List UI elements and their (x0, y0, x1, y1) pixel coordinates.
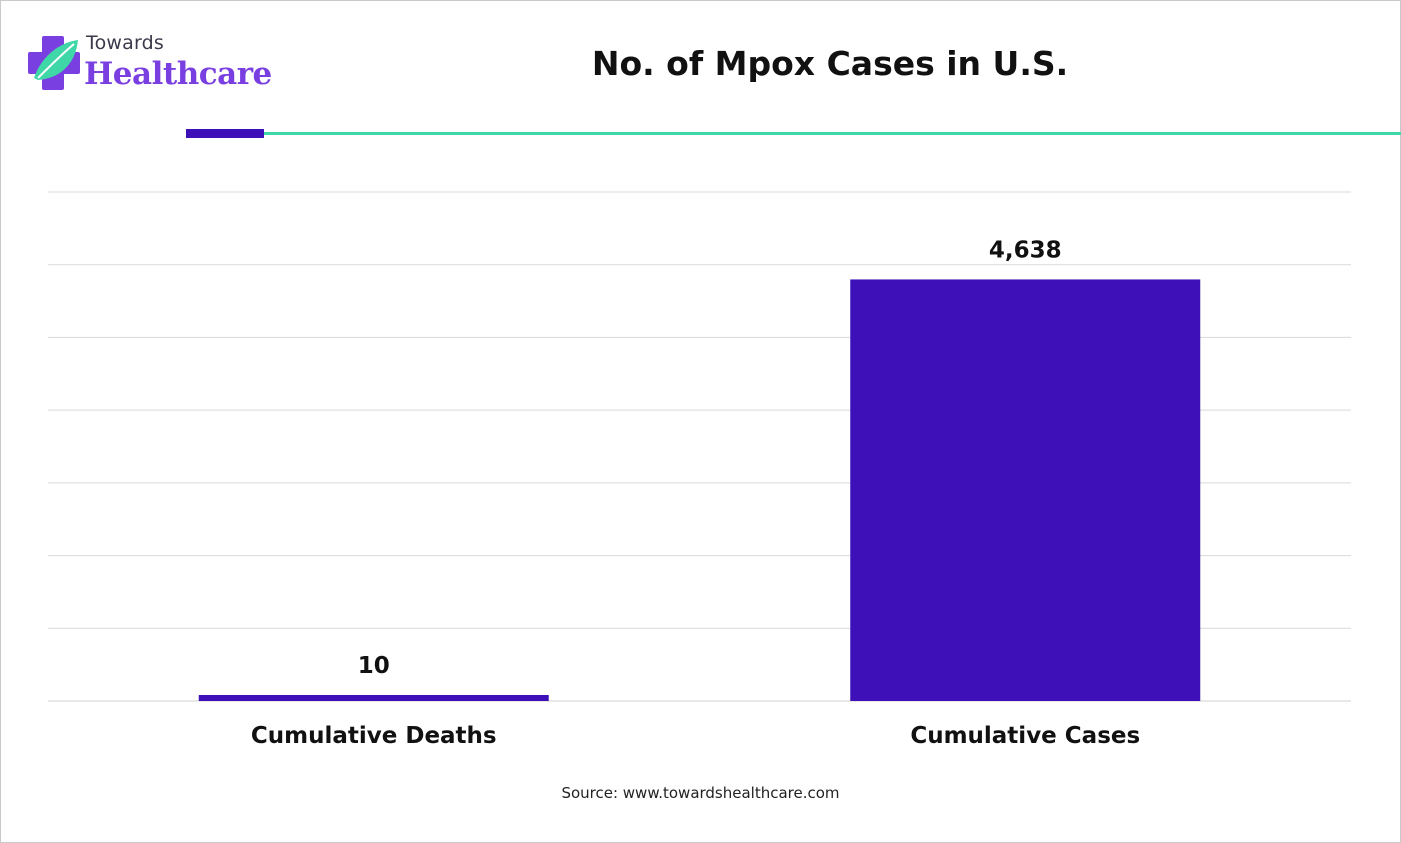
category-label: Cumulative Deaths (251, 723, 497, 749)
data-label: 10 (358, 653, 390, 679)
bar (198, 695, 549, 701)
bar (850, 279, 1201, 701)
chart-title: No. of Mpox Cases in U.S. (591, 44, 1069, 83)
header-divider-line (264, 132, 1401, 135)
category-label: Cumulative Cases (910, 723, 1140, 749)
brand-top-text: Towards (86, 32, 165, 54)
brand-main-text: Healthcare (84, 56, 272, 92)
medical-cross-leaf-icon (28, 36, 80, 90)
source-note: Source: www.towardshealthcare.com (561, 784, 840, 802)
brand-logo: Towards Healthcare (28, 30, 272, 100)
data-label: 4,638 (989, 237, 1062, 263)
header-accent-bar (186, 129, 264, 138)
